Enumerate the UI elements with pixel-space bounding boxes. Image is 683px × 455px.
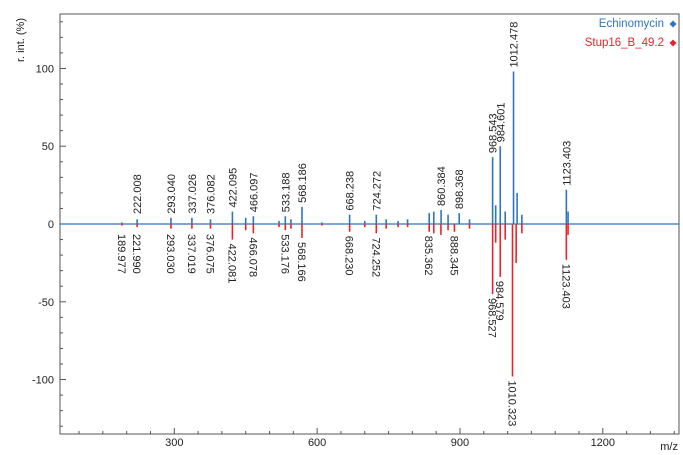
legend-entry-echinomycin: Echinomycin — [599, 18, 664, 30]
legend-entry-stup16: Stup16_B_49.2 — [585, 37, 664, 49]
peak-label: 968.543 — [488, 113, 500, 153]
peak-label: 984.601 — [495, 102, 507, 142]
x-tick-label: 300 — [165, 437, 183, 449]
peak-label: 337.019 — [185, 234, 197, 274]
peak-label: 533.188 — [280, 172, 292, 212]
peak-label: 1012.478 — [509, 22, 521, 68]
peak-label: 466.078 — [246, 237, 258, 277]
peak-label: 724.272 — [371, 171, 383, 211]
legend-marker-stup16 — [669, 39, 677, 47]
peak-label: 221.990 — [130, 234, 142, 274]
peak-label: 1123.403 — [561, 141, 573, 186]
y-tick-label: -100 — [32, 375, 54, 387]
peak-label: 1123.403 — [559, 264, 571, 309]
peak-label: 888.345 — [447, 236, 459, 276]
peak-label: 533.176 — [278, 234, 290, 274]
y-axis-ticks: -100 -50 0 50 100 — [32, 21, 66, 427]
peak-label: 668.238 — [345, 171, 357, 211]
peak-label: 724.252 — [369, 237, 381, 277]
peak-label: 337.026 — [187, 174, 199, 214]
y-tick-label: 100 — [36, 63, 54, 75]
peak-label: 984.579 — [493, 281, 505, 321]
series-layer — [121, 71, 569, 377]
legend: Echinomycin Stup16_B_49.2 — [585, 18, 677, 49]
peak-label: 968.527 — [486, 298, 498, 338]
peak-label: 376.082 — [206, 174, 218, 214]
peak-label: 422.081 — [225, 244, 237, 284]
x-axis-title: m/z — [660, 441, 678, 453]
y-tick-label: -50 — [38, 297, 54, 309]
x-tick-label: 600 — [308, 437, 326, 449]
peak-label: 898.368 — [454, 169, 466, 209]
peak-labels: 222.008 293.040 337.026 376.082 422.095 466.0… — [115, 22, 573, 427]
y-tick-label: 50 — [42, 141, 54, 153]
x-tick-label: 1200 — [591, 437, 615, 449]
y-axis-title: r. int. (%) — [15, 18, 27, 62]
peak-label: 668.230 — [343, 236, 355, 276]
series-echinomycin — [121, 71, 569, 224]
peak-label: 222.008 — [132, 174, 144, 214]
peak-label: 189.977 — [115, 234, 127, 274]
peak-label: 860.384 — [436, 166, 448, 206]
peak-label: 1010.323 — [505, 380, 517, 426]
x-tick-label: 900 — [451, 437, 469, 449]
peak-label: 568.166 — [295, 242, 307, 282]
peak-label: 376.075 — [204, 234, 216, 274]
y-tick-label: 0 — [48, 219, 54, 231]
peak-label: 422.095 — [227, 168, 239, 208]
peak-label: 835.362 — [422, 236, 434, 276]
series-stup16 — [121, 224, 569, 377]
x-axis-ticks: 300 600 900 1200 — [78, 428, 675, 449]
peak-label: 293.040 — [166, 174, 178, 214]
legend-marker-echinomycin — [669, 20, 677, 28]
peak-label: 293.030 — [164, 234, 176, 274]
peak-label: 568.186 — [297, 163, 309, 203]
peak-label: 466.097 — [248, 172, 260, 212]
